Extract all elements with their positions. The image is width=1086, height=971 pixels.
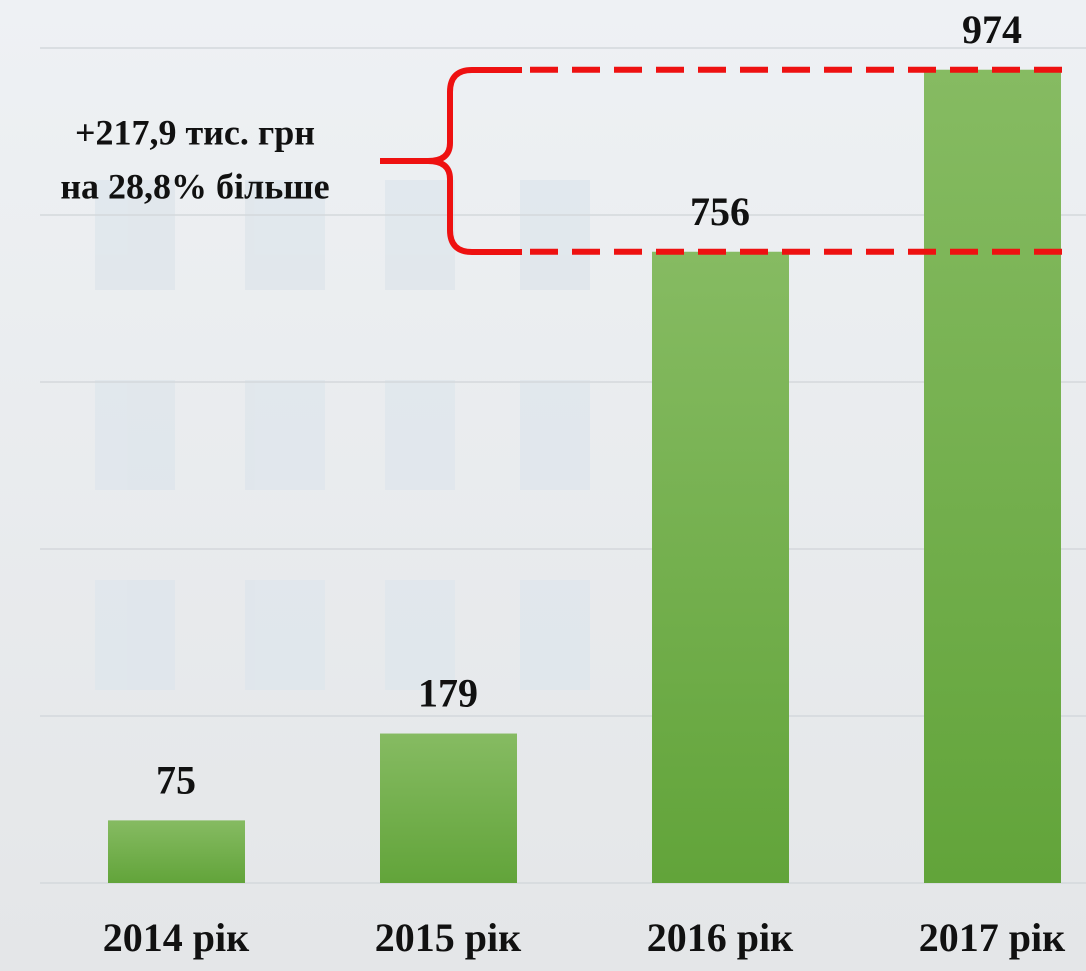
x-tick-label: 2015 рік [375,915,521,960]
value-label: 974 [962,7,1022,52]
value-label: 75 [156,758,196,803]
bar [924,69,1061,883]
bar [108,820,245,883]
bar [652,251,789,884]
value-label: 179 [418,671,478,716]
x-tick-label: 2014 рік [103,915,249,960]
annotation: на 28,8% більше [60,166,329,206]
x-tick-label: 2017 рік [919,915,1065,960]
background-building [95,180,590,690]
brace [380,67,522,255]
value-label: 756 [690,189,750,234]
bar [380,733,517,883]
x-tick-label: 2016 рік [647,915,793,960]
annotation: +217,9 тис. грн [75,112,315,152]
